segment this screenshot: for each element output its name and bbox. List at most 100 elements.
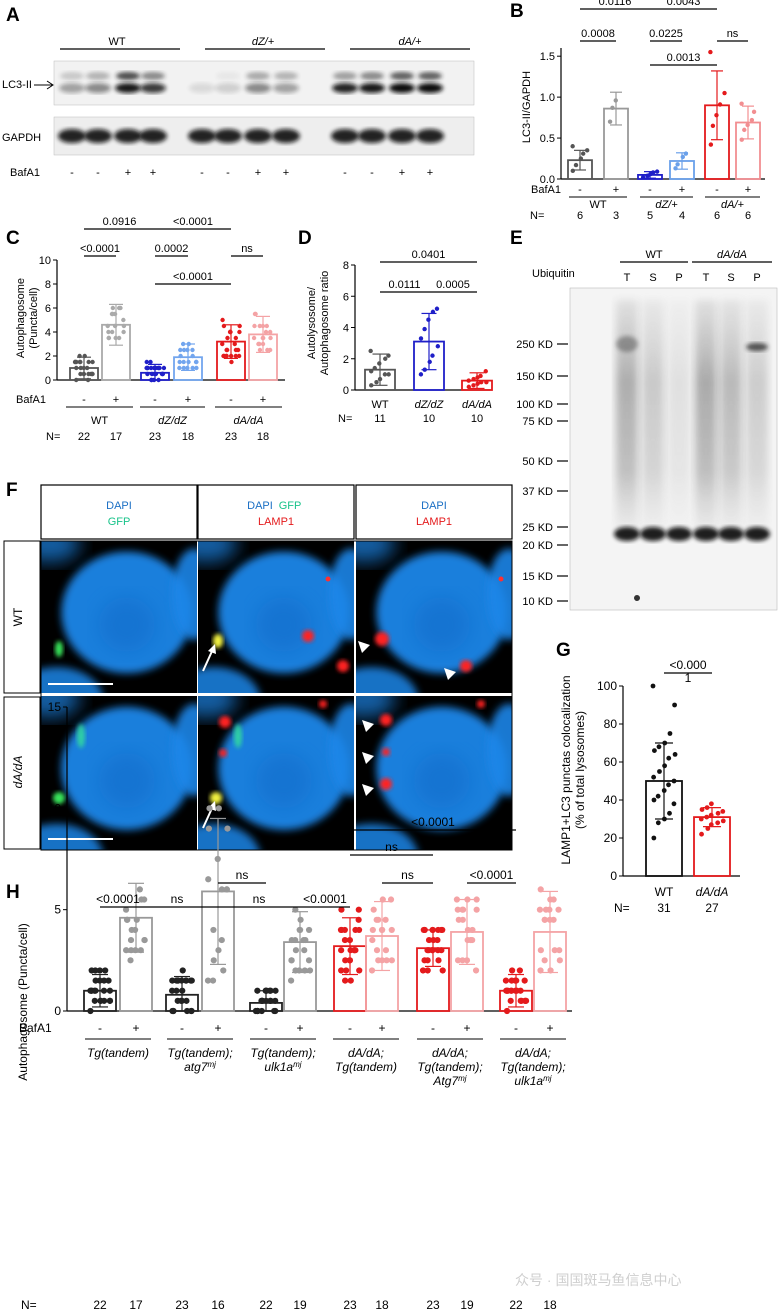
lamp1-punctum — [219, 716, 231, 728]
data-point — [262, 987, 269, 994]
data-point — [425, 936, 433, 944]
panel-d-autolysosome-ratio: Autolysosome/ Autophagosome ratio 0 2 4 6 8 1… — [306, 249, 493, 425]
data-point — [430, 353, 435, 358]
panel-g-y-label-line1: LAMP1+LC3 punctas colocalization — [559, 675, 573, 864]
y-tick-label: 0.0 — [540, 174, 555, 186]
data-point — [522, 997, 530, 1004]
y-tick-label: 80 — [604, 717, 618, 731]
header-channel: LAMP1 — [416, 516, 452, 528]
data-point — [424, 957, 431, 964]
data-point — [382, 372, 388, 377]
data-point — [382, 947, 390, 954]
data-point — [190, 353, 195, 359]
data-point — [610, 105, 615, 110]
p-value-label: <0.0001 — [80, 243, 120, 255]
data-point — [453, 896, 460, 903]
data-point — [347, 977, 354, 984]
panel-letter-f: F — [6, 480, 18, 501]
n-value: 22 — [509, 1298, 523, 1312]
row-label-da: dA/dA — [11, 756, 25, 789]
treatment-sign: + — [296, 1021, 303, 1035]
data-point — [513, 977, 520, 984]
band-25kd — [744, 527, 770, 541]
nucleus-texture — [255, 752, 312, 809]
data-point — [472, 967, 480, 974]
data-point — [675, 162, 680, 167]
lane-label: T — [624, 272, 631, 284]
genotype-label: ulk1amj — [264, 1060, 301, 1075]
data-point — [260, 341, 266, 347]
data-point — [355, 906, 362, 913]
blot-treatment-sign: - — [370, 167, 374, 179]
n-value: 18 — [543, 1298, 557, 1312]
data-point — [149, 377, 154, 383]
lamp1-punctum — [460, 660, 472, 672]
data-point — [296, 967, 303, 974]
data-point — [475, 381, 480, 386]
nucleus — [198, 541, 237, 563]
data-point — [672, 702, 677, 708]
micrograph — [41, 541, 197, 693]
panel-h-y-label: Autophagosome (Puncta/cell) — [16, 923, 30, 1080]
genotype-label: dZ/+ — [655, 199, 678, 211]
gapdh-band — [214, 129, 242, 143]
data-point — [342, 957, 349, 964]
data-point — [536, 906, 544, 913]
p-value-label: 0.0013 — [667, 52, 701, 64]
lamp1-punctum — [219, 749, 227, 757]
p-value-label: 0.0043 — [667, 0, 701, 8]
lc3-band — [359, 83, 385, 93]
treatment-sign: + — [546, 1021, 553, 1035]
data-point — [683, 151, 689, 156]
lc3-band — [140, 83, 166, 93]
data-point — [346, 957, 354, 964]
data-point — [297, 916, 304, 923]
data-point — [305, 957, 313, 964]
data-point — [121, 329, 126, 335]
n-value: 23 — [149, 431, 161, 443]
gapdh-band — [244, 129, 272, 143]
lamp1-punctum — [319, 700, 327, 708]
data-point — [82, 353, 87, 359]
data-point — [473, 896, 480, 903]
n-label: N= — [21, 1298, 37, 1312]
blot-treatment-sign: - — [343, 167, 347, 179]
data-point — [188, 977, 195, 984]
header-dapi: DAPI — [247, 500, 273, 512]
arrowhead-icon — [362, 720, 374, 732]
data-point — [573, 162, 579, 168]
data-point — [430, 309, 436, 315]
data-point — [578, 156, 584, 161]
lc3-band — [60, 72, 84, 80]
data-point — [705, 826, 711, 831]
data-point — [261, 335, 266, 341]
data-point — [267, 347, 273, 353]
data-point — [92, 987, 99, 994]
data-point — [305, 926, 313, 934]
n-value: 22 — [259, 1298, 273, 1312]
data-point — [714, 112, 719, 118]
arrow-icon — [202, 648, 214, 672]
p-value-label: 0.0401 — [412, 249, 446, 261]
data-point — [710, 123, 716, 128]
lane-label: T — [703, 272, 710, 284]
data-point — [267, 987, 274, 994]
p-value-label: 1 — [685, 671, 692, 685]
genotype-label: dA/dA; — [348, 1046, 384, 1060]
panel-letter-c: C — [6, 228, 20, 249]
lane-label: P — [675, 272, 682, 284]
data-point — [237, 323, 242, 329]
data-point — [233, 353, 239, 359]
data-point — [86, 371, 91, 377]
data-point — [77, 353, 82, 359]
data-point — [186, 359, 191, 365]
nucleus-texture — [413, 597, 470, 652]
y-tick-label: 10 — [48, 801, 62, 815]
data-point — [128, 947, 135, 954]
data-point — [662, 740, 668, 746]
p-value-label: <0.0001 — [411, 815, 455, 829]
data-point — [537, 967, 544, 974]
y-tick-label: 2 — [343, 354, 349, 366]
data-point — [78, 365, 83, 371]
lc3-band — [274, 72, 298, 80]
